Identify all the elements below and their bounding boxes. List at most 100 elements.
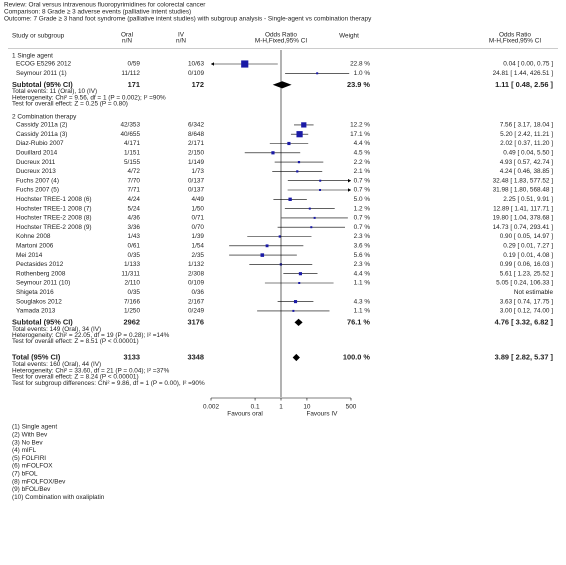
column-header: Oral: [121, 32, 133, 39]
pooled-diamond: [292, 353, 300, 362]
footnote: (7) bFOL: [12, 470, 38, 477]
study-square: [241, 60, 249, 68]
study-name: Seymour 2011 (10): [16, 280, 70, 287]
iv-events: 1/149: [188, 159, 204, 166]
footnote: (5) FOLFIRI: [12, 455, 46, 462]
oral-events: 4/36: [128, 215, 141, 222]
study-square: [292, 309, 295, 312]
study-name: Mei 2014: [16, 252, 43, 259]
study-odds-ratio: 5.61 [ 1.23, 25.52 ]: [500, 270, 554, 277]
oral-events: 5/155: [124, 159, 140, 166]
summary-odds-ratio: 3.89 [ 2.82, 5.37 ]: [495, 352, 554, 361]
oral-events: 7/71: [128, 187, 141, 194]
study-weight: 3.6 %: [354, 242, 371, 249]
oral-events: 5/24: [128, 205, 141, 212]
study-weight: 2.3 %: [354, 261, 371, 268]
study-square: [319, 189, 322, 191]
iv-events: 2/35: [192, 252, 205, 259]
footnote: (1) Single agent: [12, 424, 57, 431]
oral-events: 4/72: [128, 168, 141, 175]
study-weight: 1.2 %: [354, 205, 371, 212]
study-odds-ratio: 2.25 [ 0.51, 9.91 ]: [503, 196, 553, 203]
study-square: [301, 122, 307, 128]
study-odds-ratio: 24.81 [ 1.44, 426.51 ]: [493, 70, 554, 77]
footnote: (4) mIFL: [12, 447, 37, 454]
study-name: Shigeta 2016: [16, 289, 54, 296]
footnote: (8) mFOLFOX/Bev: [12, 478, 66, 485]
iv-events: 8/648: [188, 131, 204, 138]
summary-label: Subtotal (95% CI): [12, 317, 73, 326]
subgroup-note: Total events: 149 (Oral), 34 (IV): [12, 326, 101, 333]
oral-events: 42/353: [120, 122, 140, 129]
study-name: Cassidy 2011a (2): [16, 122, 67, 129]
study-weight: 0.7 %: [354, 187, 371, 194]
oral-events: 11/112: [121, 70, 140, 77]
x-tick-label: 0.002: [203, 404, 219, 411]
iv-events: 2/308: [188, 270, 204, 277]
x-tick-label: 1: [279, 404, 283, 411]
study-weight: 5.6 %: [354, 252, 371, 259]
study-name: Cassidy 2011a (3): [16, 131, 67, 138]
study-odds-ratio: 3.63 [ 0.74, 17.75 ]: [500, 298, 554, 305]
oral-events: 0/59: [128, 61, 141, 68]
study-name: Seymour 2011 (1): [16, 70, 67, 77]
study-square: [298, 272, 302, 276]
study-odds-ratio: 32.48 [ 1.83, 577.52 ]: [493, 177, 554, 184]
oral-events: 4/24: [128, 196, 141, 203]
iv-events: 6/342: [188, 122, 204, 129]
group-title: 1 Single agent: [12, 53, 53, 60]
study-weight: 1.0 %: [354, 70, 371, 77]
study-weight: 22.8 %: [350, 61, 370, 68]
study-odds-ratio: 7.56 [ 3.17, 18.04 ]: [500, 122, 554, 129]
oral-events: 7/70: [128, 177, 141, 184]
study-weight: 0.7 %: [354, 177, 371, 184]
study-weight: 17.1 %: [350, 131, 370, 138]
study-name: Ducreux 2013: [16, 168, 56, 175]
summary-oral-total: 171: [128, 80, 140, 89]
study-weight: 4.4 %: [354, 270, 371, 277]
study-square: [293, 300, 298, 304]
study-name: Souglakos 2012: [16, 298, 62, 305]
favours-right: Favours IV: [306, 411, 338, 418]
subgroup-note: Heterogeneity: Chi² = 22.05, df = 19 (P …: [12, 332, 170, 339]
study-weight: 2.3 %: [354, 233, 371, 240]
study-square: [308, 207, 311, 210]
study-odds-ratio: 0.90 [ 0.05, 14.97 ]: [500, 233, 554, 240]
study-square: [278, 235, 281, 238]
study-odds-ratio: 3.00 [ 0.12, 74.00 ]: [500, 308, 554, 315]
comparison-line: Comparison: 8 Grade ≥ 3 adverse events (…: [4, 9, 191, 16]
study-name: Yamada 2013: [16, 308, 56, 315]
oral-events: 11/311: [121, 270, 140, 277]
iv-events: 0/109: [188, 280, 204, 287]
iv-events: 1/132: [188, 261, 204, 268]
oral-events: 1/151: [124, 149, 140, 156]
iv-events: 0/137: [188, 177, 204, 184]
study-square: [296, 131, 303, 138]
footnote: (10) Combination with oxaliplatin: [12, 494, 105, 501]
summary-weight: 23.9 %: [347, 80, 370, 89]
study-odds-ratio: 14.73 [ 0.74, 293.41 ]: [493, 224, 554, 231]
study-square: [313, 216, 316, 219]
study-name: Fuchs 2007 (5): [16, 187, 59, 194]
summary-oral-total: 3133: [124, 352, 140, 361]
study-odds-ratio: 0.99 [ 0.06, 16.03 ]: [500, 261, 554, 268]
subgroup-note: Test for overall effect: Z = 8.51 (P < 0…: [12, 338, 139, 345]
summary-weight: 76.1 %: [347, 317, 370, 326]
study-square: [287, 141, 291, 146]
column-header: M-H,Fixed,95% CI: [489, 38, 541, 45]
footnote: (9) bFOL/Bev: [12, 486, 51, 493]
x-tick-label: 0.1: [251, 404, 260, 411]
iv-events: 1/50: [192, 205, 205, 212]
study-weight: 5.0 %: [354, 196, 371, 203]
iv-events: 0/249: [188, 308, 204, 315]
summary-label: Total (95% CI): [12, 352, 61, 361]
subgroup-note: Total events: 11 (Oral), 10 (IV): [12, 88, 97, 95]
subgroup-note: Test for overall effect: Z = 0.25 (P = 0…: [12, 101, 128, 108]
study-odds-ratio: 5.20 [ 2.42, 11.21 ]: [500, 131, 553, 138]
study-odds-ratio: 0.29 [ 0.01, 7.27 ]: [503, 242, 553, 249]
group-title: 2 Combination therapy: [12, 114, 77, 121]
study-square: [260, 253, 265, 257]
study-weight: 1.1 %: [354, 308, 371, 315]
study-odds-ratio: 4.93 [ 0.57, 42.74 ]: [500, 159, 554, 166]
